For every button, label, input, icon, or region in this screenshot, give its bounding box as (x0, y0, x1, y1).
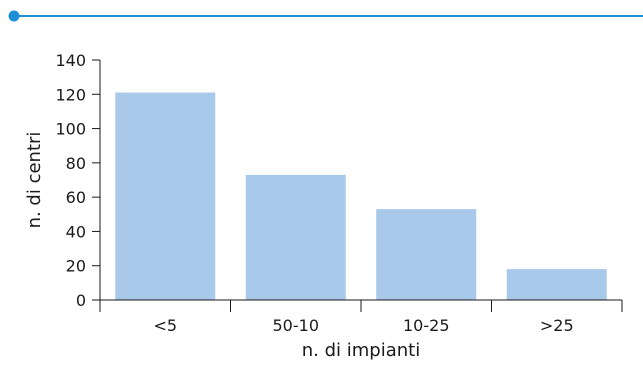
x-tick-label: 10-25 (403, 316, 450, 335)
x-axis-title: n. di impianti (302, 340, 420, 361)
y-tick-label: 60 (66, 188, 86, 207)
y-tick-label: 100 (55, 120, 86, 139)
y-tick-label: 40 (66, 222, 86, 241)
header-dot (8, 10, 20, 22)
bar (115, 92, 216, 300)
x-tick-label: >25 (540, 316, 574, 335)
x-tick-label: 50-10 (273, 316, 320, 335)
x-ticks-group: <5 50-10 10-25 >25 (99, 300, 623, 335)
bar (506, 269, 607, 300)
y-tick-label: 140 (55, 51, 86, 70)
y-tick-label: 120 (55, 85, 86, 104)
x-tick-label: <5 (153, 316, 177, 335)
y-tick-label: 0 (76, 291, 86, 310)
header-rule (8, 10, 643, 22)
y-tick-label: 80 (66, 154, 86, 173)
bar (245, 174, 346, 300)
y-tick-label: 20 (66, 257, 86, 276)
y-axis-title: n. di centri (24, 132, 45, 229)
bars-group (115, 92, 607, 300)
bar (376, 209, 477, 300)
y-ticks-group: 0 20 40 60 80 100 120 140 (55, 51, 100, 310)
